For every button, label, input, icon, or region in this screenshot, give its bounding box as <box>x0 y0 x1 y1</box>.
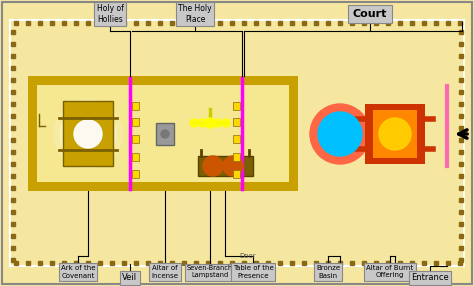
Text: Entrance: Entrance <box>411 273 449 283</box>
Bar <box>233 118 240 126</box>
Text: Altar of
Incense: Altar of Incense <box>152 265 179 279</box>
Circle shape <box>310 104 370 164</box>
Text: Door: Door <box>240 253 256 259</box>
Circle shape <box>54 100 122 168</box>
Circle shape <box>203 156 223 176</box>
Bar <box>132 135 139 143</box>
Text: Ark of the
Covenant: Ark of the Covenant <box>61 265 95 279</box>
Circle shape <box>379 118 411 150</box>
Bar <box>365 104 425 164</box>
Bar <box>132 153 139 161</box>
Bar <box>132 118 139 126</box>
Circle shape <box>74 120 102 148</box>
Bar <box>28 76 298 191</box>
Circle shape <box>223 156 243 176</box>
Bar <box>233 135 240 143</box>
Text: Seven-Branch
Lampstand: Seven-Branch Lampstand <box>187 265 233 279</box>
Circle shape <box>205 118 215 128</box>
Circle shape <box>161 130 169 138</box>
Bar <box>233 153 240 161</box>
Circle shape <box>190 119 198 127</box>
Text: Table of the
Presence: Table of the Presence <box>233 265 273 279</box>
Circle shape <box>318 112 362 156</box>
Circle shape <box>76 122 100 146</box>
Circle shape <box>198 119 206 127</box>
Bar <box>63 101 113 166</box>
Text: Court: Court <box>353 9 387 19</box>
Text: Holy of
Hollies: Holy of Hollies <box>97 4 123 24</box>
Circle shape <box>68 114 108 154</box>
Bar <box>233 102 240 110</box>
Bar <box>198 156 253 176</box>
Text: Veil: Veil <box>122 273 137 283</box>
Bar <box>10 20 464 266</box>
Circle shape <box>222 119 230 127</box>
Bar <box>373 110 417 158</box>
Bar <box>233 170 240 178</box>
Bar <box>132 170 139 178</box>
Bar <box>37 85 289 182</box>
Bar <box>156 123 174 145</box>
Text: Altar of Burnt
Offering: Altar of Burnt Offering <box>366 265 413 279</box>
Bar <box>132 102 139 110</box>
Text: Bronze
Basin: Bronze Basin <box>316 265 340 279</box>
Circle shape <box>214 119 222 127</box>
Circle shape <box>60 106 116 162</box>
Text: The Holy
Place: The Holy Place <box>178 4 212 24</box>
